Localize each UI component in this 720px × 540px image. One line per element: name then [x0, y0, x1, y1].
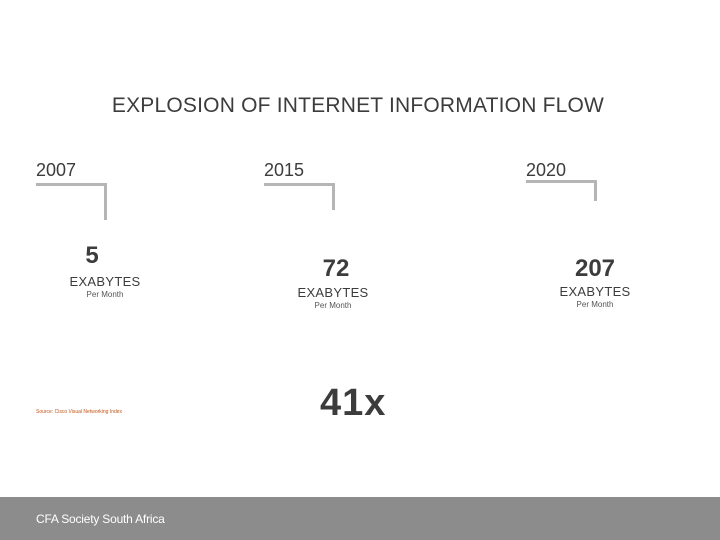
- year-2020-label: 2020: [526, 160, 567, 180]
- footer-label: CFA Society South Africa: [36, 512, 165, 526]
- slide-title: EXPLOSION OF INTERNET INFORMATION FLOW: [111, 94, 605, 117]
- footer-bar: CFA Society South Africa: [0, 497, 720, 540]
- unit-2020: EXABYTES: [559, 284, 631, 299]
- bracket-2020: [526, 180, 597, 201]
- value-2015: 72: [322, 255, 350, 282]
- period-2020: Per Month: [576, 300, 614, 309]
- bracket-2015: [264, 183, 335, 210]
- year-2007-label: 2007: [36, 160, 77, 180]
- year-2015-label: 2015: [264, 160, 305, 180]
- growth-multiplier: 41x: [320, 382, 387, 424]
- unit-2007: EXABYTES: [69, 274, 141, 289]
- period-2015: Per Month: [314, 301, 352, 310]
- unit-2015: EXABYTES: [297, 285, 369, 300]
- bracket-2007: [36, 183, 107, 220]
- value-2020: 207: [574, 255, 616, 282]
- period-2007: Per Month: [86, 290, 124, 299]
- source-note: Source: Cisco Visual Networking Index: [36, 409, 123, 415]
- value-2007: 5: [85, 242, 99, 269]
